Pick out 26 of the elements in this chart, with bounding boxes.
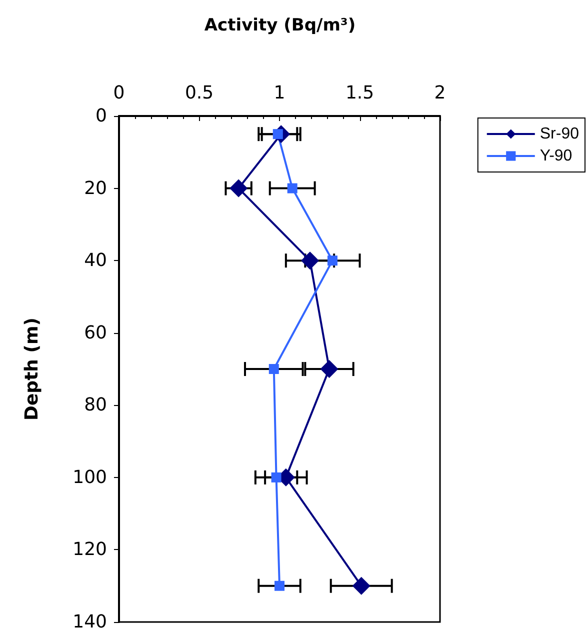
point — [300, 252, 319, 270]
y-tick-label: 100 — [72, 466, 107, 488]
legend-label: Sr-90 — [540, 126, 580, 142]
y-tick-label: 0 — [96, 106, 107, 126]
x-tick-label: 0.5 — [184, 82, 214, 104]
point — [320, 360, 338, 378]
y-tick-label: 40 — [84, 250, 107, 272]
point — [327, 256, 338, 266]
y-tick-label: 80 — [84, 394, 107, 416]
y-tick-label: 60 — [84, 322, 107, 344]
point — [271, 472, 282, 482]
x-tick-label: 1.5 — [345, 82, 374, 104]
chart-title: Activity (Bq/m³) — [204, 16, 356, 36]
point — [268, 364, 279, 374]
point — [352, 576, 370, 595]
y-tick-label: 120 — [72, 539, 107, 560]
x-tick-label: 1 — [274, 82, 286, 104]
x-tick-label: 0 — [113, 82, 125, 104]
point — [230, 179, 248, 198]
y-tick-label: 140 — [72, 612, 107, 632]
x-tick-label: 2 — [434, 82, 446, 104]
y-axis-title: Depth (m) — [22, 318, 42, 420]
point — [287, 183, 298, 194]
y-tick-label: 20 — [84, 178, 107, 199]
point — [274, 580, 284, 591]
legend-label: Y-90 — [540, 148, 572, 164]
